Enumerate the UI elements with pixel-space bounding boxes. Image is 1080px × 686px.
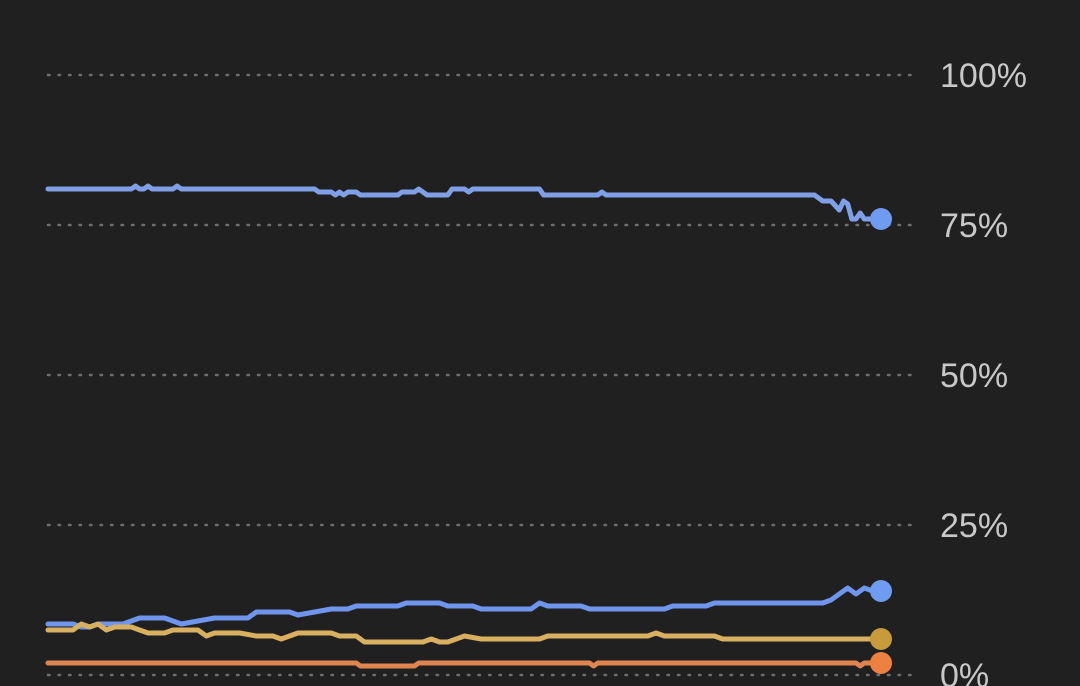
gridlines <box>46 73 917 677</box>
series-end-marker-4 <box>870 652 892 674</box>
series-line-2 <box>45 585 884 630</box>
y-tick-label-75: 75% <box>940 207 1008 245</box>
y-tick-label-100: 100% <box>940 57 1027 95</box>
series-end-marker-3 <box>870 628 892 650</box>
series-end-marker-1 <box>870 208 892 230</box>
y-tick-label-50: 50% <box>940 357 1008 395</box>
y-axis-tick-labels: 0% 25% 50% 75% 100% <box>940 57 1027 686</box>
series-lines <box>45 183 884 669</box>
y-tick-label-0: 0% <box>940 657 989 686</box>
series-end-markers <box>870 208 892 674</box>
series-line-1 <box>45 183 884 222</box>
series-line-3 <box>45 621 884 645</box>
y-tick-label-25: 25% <box>940 507 1008 545</box>
series-end-marker-2 <box>870 580 892 602</box>
series-line-4 <box>45 660 884 669</box>
